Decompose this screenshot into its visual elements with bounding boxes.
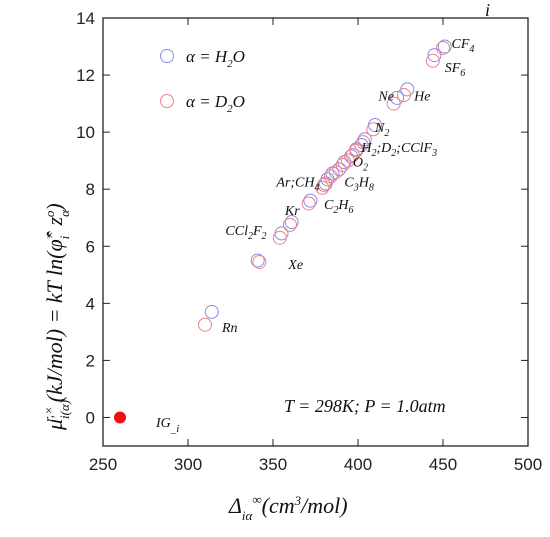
y-axis-title: μi(α)r,×(kJ/mol) = kT ln(φ̂i× zαo) [41,203,72,431]
d2o-point [349,143,364,158]
annotation-h2-d2-cclf3: H2;D2;CClF3 [360,141,437,159]
d2o-point [315,180,330,195]
h2o-point [332,162,347,177]
legend-marker-h2o [160,49,174,63]
h2o-point [204,304,219,319]
corner-label: i [485,0,490,20]
y-tick-label: 10 [76,123,95,142]
h2o-point [284,215,299,230]
d2o-point [328,165,343,180]
annotation-rn: Rn [221,321,238,336]
annotation-n2: N2 [374,121,389,139]
annotation-ccl2f2: CCl2F2 [225,224,266,242]
x-tick-label: 300 [174,455,202,474]
y-tick-label: 14 [76,9,95,28]
axis-ticks: 250 300 350 400 450 500 0 2 4 6 8 10 12 14 [76,9,542,474]
d2o-point [317,177,331,192]
x-tick-label: 350 [259,455,287,474]
h2o-point [354,137,369,152]
legend-label-d2o: α = D2O [186,92,245,115]
ig-point [114,411,126,424]
data-marks [114,39,452,424]
x-tick-label: 400 [344,455,372,474]
d2o-point [345,147,360,162]
y-tick-label: 8 [86,180,95,199]
d2o-point [283,217,297,232]
d2o-point [396,88,411,103]
annotation-xe: Xe [287,258,303,273]
y-tick-label: 6 [86,237,95,256]
h2o-point [318,176,333,191]
h2o-point [250,253,265,268]
d2o-point [366,122,381,137]
d2o-point [198,317,212,332]
h2o-point [303,193,318,208]
annotation-o2: O2 [353,155,368,173]
x-tick-label: 500 [514,455,542,474]
d2o-point [356,135,371,150]
annotation-he: He [413,90,430,105]
condition-text: T = 298K; P = 1.0atm [284,396,446,416]
plot-frame [102,17,529,447]
annotation-cf4: CF4 [452,37,475,55]
legend-label-h2o: α = H2O [186,47,245,70]
d2o-point [323,169,338,184]
legend: α = H2O α = D2O [160,47,245,115]
d2o-point [436,40,450,55]
annotation-ne: Ne [377,90,394,105]
x-tick-label: 250 [89,455,117,474]
annotation-ar-ch4: Ar;CH4 [275,175,319,193]
annotation-sf6: SF6 [445,61,466,79]
y-tick-label: 12 [76,66,95,85]
y-tick-label: 4 [86,294,95,313]
annotation-c3h8: C3H8 [344,175,373,193]
d2o-point [425,53,440,68]
d2o-point [252,254,267,269]
d2o-point [340,153,355,168]
annotation-c2h6: C2H6 [324,198,353,216]
legend-marker-d2o [160,94,174,108]
y-tick-label: 2 [86,351,95,370]
ig-label: IG_i [155,416,179,435]
h2o-point [437,39,452,54]
d2o-point [272,230,287,245]
d2o-point [386,96,401,111]
d2o-point [301,196,316,211]
h2o-point [427,48,442,63]
x-tick-label: 450 [429,455,457,474]
y-tick-label: 0 [86,408,95,427]
x-axis-title: Δiα∞(cm3/mol) [228,492,348,523]
annotation-kr: Kr [284,204,300,219]
